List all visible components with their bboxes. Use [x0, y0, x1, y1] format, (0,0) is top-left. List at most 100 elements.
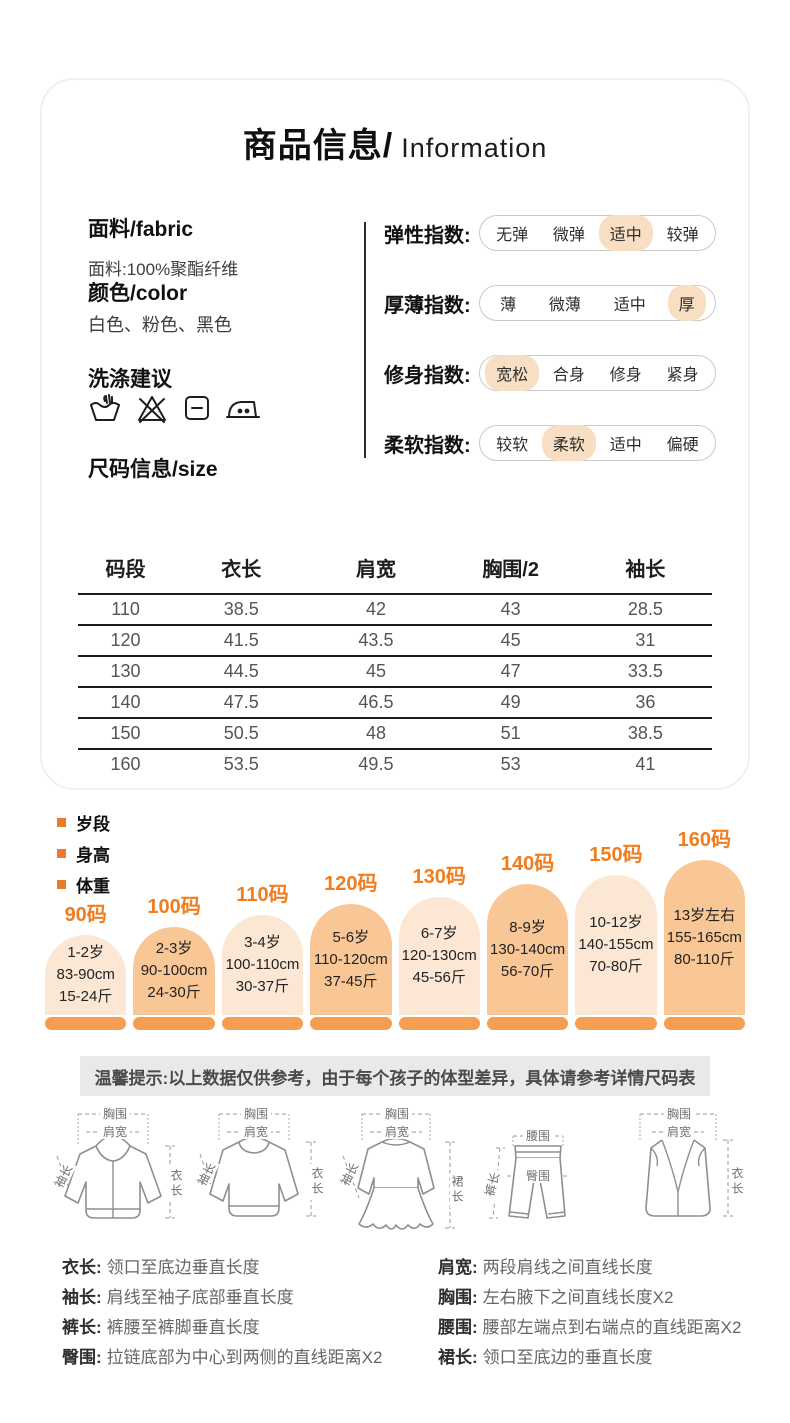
- size-table-cell: 33.5: [578, 656, 712, 688]
- dim-label-length: 裙长: [450, 1172, 464, 1208]
- hoodie-diagram: 胸围 肩宽 袖长 衣长: [48, 1100, 183, 1252]
- index-option-selected: 柔软: [541, 425, 596, 461]
- size-bar-body: 1-2岁 83-90cm 15-24斤: [45, 935, 127, 1015]
- size-bar: 140码 8-9岁 130-140cm 56-70斤: [486, 847, 569, 1030]
- chart-legend-item: 身高: [57, 841, 110, 866]
- size-table-cell: 48: [309, 718, 443, 750]
- size-bar-label: 110码: [236, 884, 289, 906]
- size-bar-value: 100-110cm: [225, 956, 300, 973]
- size-chart: 岁段身高体重 90码 1-2岁 83-90cm 15-24斤 100码 2-3岁 90-10…: [0, 800, 790, 1032]
- size-bar-value: 37-45斤: [324, 972, 378, 990]
- size-bar-info: 1-2岁 83-90cm 15-24斤: [57, 942, 115, 1008]
- legend-label: 体重: [76, 877, 110, 896]
- size-table-cell: 43: [442, 594, 579, 626]
- measure-description: 左右腋下之间直线长度X2: [482, 1288, 674, 1307]
- size-table-cell: 43.5: [309, 625, 443, 657]
- size-bar-value: 155-165cm: [666, 928, 742, 946]
- measure-description: 领口至底边垂直长度: [106, 1258, 260, 1277]
- size-bar-value: 6-7岁: [420, 925, 458, 942]
- size-bar-label: 100码: [147, 896, 201, 918]
- size-bar: 90码 1-2岁 83-90cm 15-24斤: [45, 898, 127, 1030]
- measure-description: 两段肩线之间直线长度: [482, 1258, 653, 1277]
- size-bar-info: 5-6岁 110-120cm 37-45斤: [314, 927, 388, 993]
- index-option: 较软: [496, 437, 529, 454]
- wash-section-title: 洗涤建议: [88, 368, 172, 391]
- size-bar-value: 2-3岁: [155, 940, 193, 957]
- size-table-cell: 49.5: [358, 754, 394, 774]
- size-bar-value: 15-24斤: [58, 988, 113, 1005]
- wash-care-icons: [88, 392, 261, 424]
- size-bar-body: 2-3岁 90-100cm 24-30斤: [133, 927, 215, 1015]
- size-bar-base: [45, 1017, 127, 1030]
- measure-definition: 袖长: 肩线至袖子底部垂直长度: [62, 1287, 438, 1309]
- measure-term: 臀围:: [62, 1348, 102, 1367]
- fabric-index-row: 柔软指数: 较软 柔软 适中 偏硬: [384, 424, 716, 462]
- sweater-diagram: 胸围 肩宽 袖长 衣长: [189, 1100, 324, 1252]
- dim-label-hip: 臀围: [522, 1170, 554, 1183]
- index-label: 厚薄指数:: [384, 294, 471, 317]
- dim-label-length: 衣长: [169, 1166, 183, 1202]
- dim-label-waist: 腰围: [522, 1130, 554, 1143]
- size-bar-value: 1-2岁: [67, 944, 105, 961]
- size-table-cell: 53.5: [223, 754, 259, 774]
- index-option-selected: 厚: [667, 285, 706, 321]
- size-table-row: 130 44.5 45 47 33.5: [78, 656, 712, 688]
- size-bar-value: 80-110斤: [674, 950, 735, 968]
- size-table-column-header: 胸围/2: [442, 546, 579, 595]
- measure-definition: 臀围: 拉链底部为中心到两侧的直线距离X2: [62, 1347, 438, 1369]
- size-bar-value: 130-140cm: [490, 940, 566, 958]
- size-bar-value: 83-90cm: [56, 966, 115, 983]
- measure-definition: 胸围: 左右腋下之间直线长度X2: [438, 1287, 752, 1309]
- size-table-row: 160 53.5 49.5 53 41: [78, 749, 712, 779]
- measure-term: 袖长:: [62, 1288, 102, 1307]
- size-bar-value: 30-37斤: [235, 978, 290, 995]
- size-table-cell: 38.5: [578, 718, 712, 750]
- dim-label-shoulder: 肩宽: [663, 1126, 695, 1139]
- index-label: 弹性指数:: [384, 224, 471, 247]
- fabric-index-row: 修身指数: 宽松 合身 修身 紧身: [384, 354, 716, 392]
- dim-label-length: 衣长: [730, 1164, 744, 1200]
- size-bar-base: [133, 1017, 215, 1030]
- size-bar-body: 13岁左右 155-165cm 80-110斤: [663, 860, 745, 1015]
- size-bar-base: [486, 1017, 569, 1030]
- chart-bars: 90码 1-2岁 83-90cm 15-24斤 100码 2-3岁 90-100cm 24-3…: [45, 823, 745, 1030]
- size-bar: 120码 5-6岁 110-120cm 37-45斤: [310, 867, 392, 1030]
- size-table-cell: 49: [442, 687, 579, 719]
- size-bar-value: 45-56斤: [412, 969, 466, 986]
- size-bar-info: 2-3岁 90-100cm 24-30斤: [141, 938, 208, 1004]
- index-options: 无弹 微弹 适中 较弹: [478, 215, 716, 251]
- size-bar-value: 10-12岁: [589, 914, 643, 931]
- size-table-cell: 140: [78, 687, 174, 719]
- size-table-cell: 50.5: [173, 718, 310, 750]
- size-bar: 130码 6-7岁 120-130cm 45-56斤: [398, 860, 480, 1030]
- no-bleach-icon: [138, 396, 166, 423]
- size-bar-label: 90码: [64, 904, 107, 926]
- measure-term: 腰围:: [438, 1318, 478, 1337]
- dim-label-shoulder: 肩宽: [381, 1126, 413, 1139]
- index-option: 偏硬: [666, 437, 699, 454]
- dress-diagram: 胸围 肩宽 袖长 裙长: [330, 1100, 464, 1252]
- pants-diagram: 腰围 臀围 裤长: [471, 1100, 605, 1252]
- size-section-title: 尺码信息/size: [88, 458, 218, 481]
- measure-description: 领口至底边的垂直长度: [482, 1348, 653, 1367]
- index-option: 适中: [613, 297, 646, 314]
- size-table-cell: 42: [309, 594, 443, 626]
- size-bar-value: 3-4岁: [244, 934, 281, 951]
- size-table-cell: 41.5: [173, 625, 310, 657]
- hand-wash-icon: [90, 394, 120, 421]
- chart-legend-item: 岁段: [57, 810, 110, 835]
- size-bar-label: 130码: [412, 866, 466, 888]
- size-bar-body: 8-9岁 130-140cm 56-70斤: [486, 884, 569, 1015]
- dim-label-chest: 胸围: [381, 1108, 413, 1121]
- measure-term: 裤长:: [62, 1318, 102, 1337]
- measure-description: 裤腰至裤脚垂直长度: [106, 1318, 260, 1337]
- size-table-cell: 41: [635, 754, 656, 774]
- size-bar-body: 5-6岁 110-120cm 37-45斤: [310, 904, 392, 1015]
- size-bar-info: 3-4岁 100-110cm 30-37斤: [225, 932, 299, 998]
- size-bar-info: 8-9岁 130-140cm 56-70斤: [490, 917, 565, 983]
- size-table-header-row: 码段 衣长 肩宽 胸围/2 袖长: [78, 546, 712, 595]
- size-bar-label: 150码: [589, 844, 643, 866]
- color-options: 白色、粉色、黑色: [88, 315, 232, 335]
- size-table-cell: 38.5: [173, 594, 310, 626]
- size-table-row: 140 47.5 46.5 49 36: [78, 687, 712, 719]
